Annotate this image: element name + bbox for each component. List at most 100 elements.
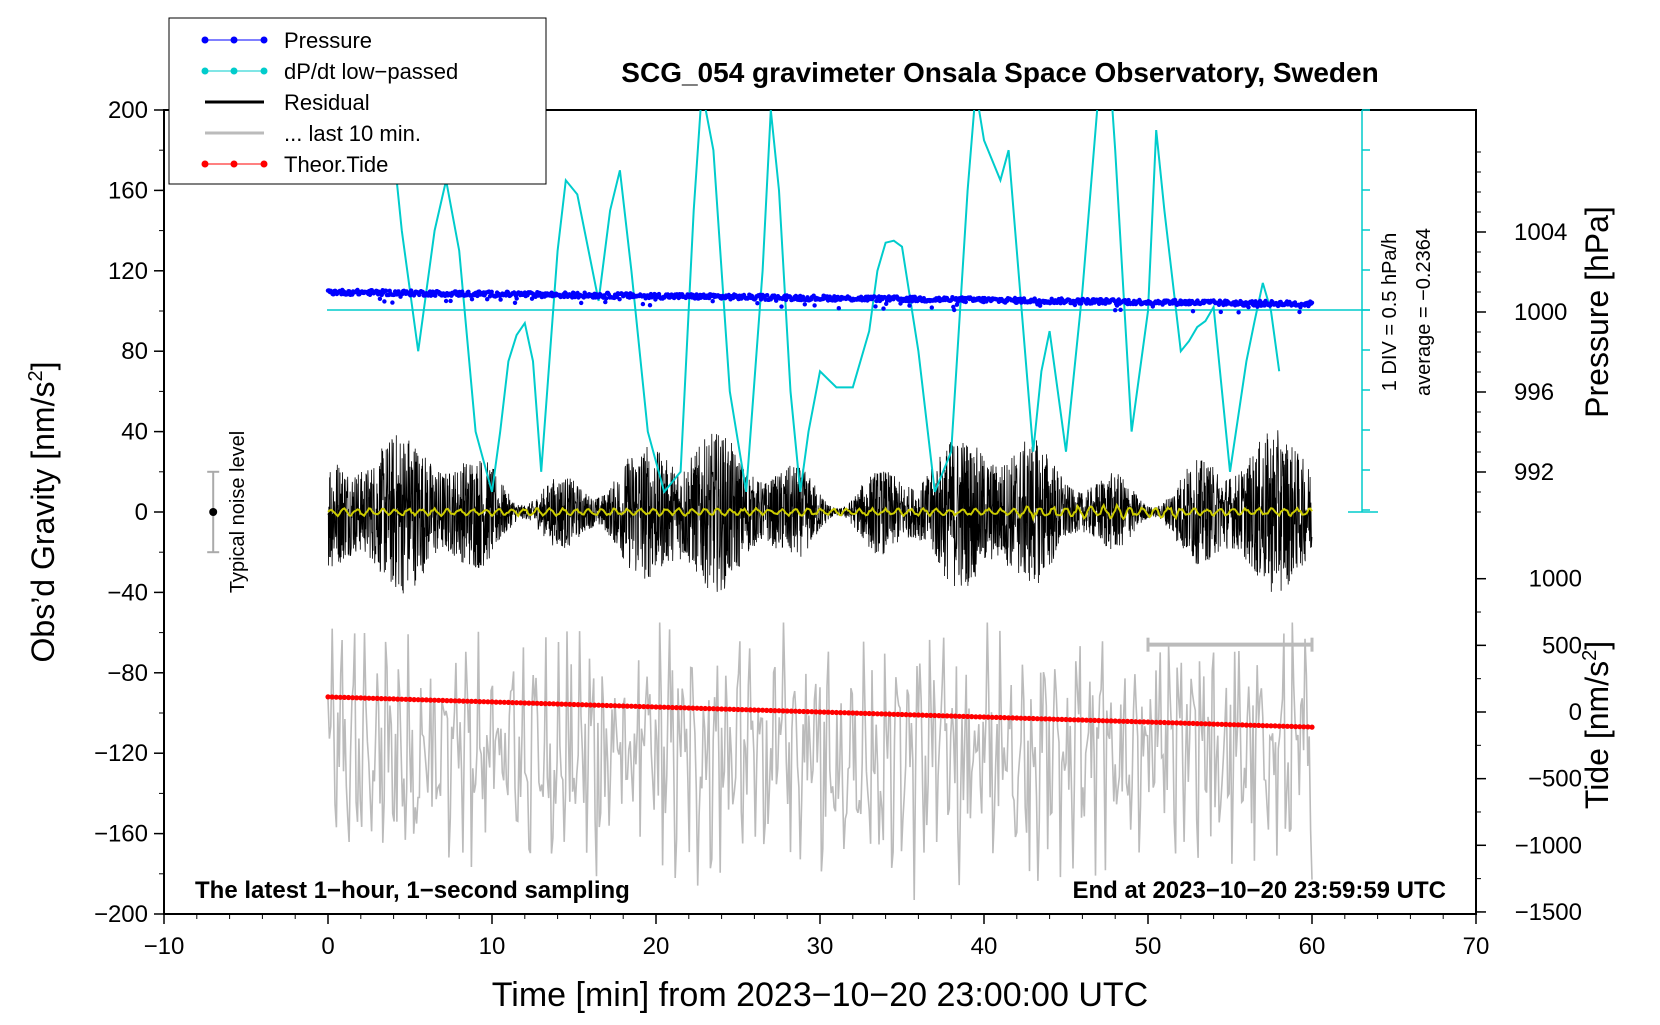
pressure-point <box>929 305 934 310</box>
y-tick-label: 0 <box>135 499 148 526</box>
x-tick-label: 60 <box>1299 933 1326 960</box>
y-axis-tide-label: Tide [nm/s2] <box>1579 641 1615 809</box>
pressure-point <box>952 307 957 313</box>
pressure-tick-label: 1000 <box>1514 299 1567 326</box>
pressure-point <box>647 303 653 308</box>
lowpassed-line <box>327 502 1313 522</box>
pressure-point <box>755 301 760 306</box>
pressure-point <box>1297 309 1302 315</box>
chart-title: SCG_054 gravimeter Onsala Space Observat… <box>621 57 1378 88</box>
x-tick-label: 0 <box>321 933 334 960</box>
pressure-point <box>1079 301 1084 306</box>
pressure-point <box>836 306 841 311</box>
legend-dot-right-4 <box>260 160 268 168</box>
dpdt-average-label: average = −0.2364 <box>1413 228 1435 396</box>
tide-tick-label: 500 <box>1542 632 1582 659</box>
legend-dot-left-4 <box>201 160 209 168</box>
last10-line <box>327 622 1313 901</box>
pressure-point <box>1072 302 1078 308</box>
residual-series <box>327 430 1313 594</box>
pressure-point <box>1103 301 1108 306</box>
pressure-point <box>498 297 503 302</box>
y-tick-label: −80 <box>107 660 148 687</box>
residual-line <box>327 430 1313 594</box>
pressure-series <box>325 287 1315 315</box>
pressure-point <box>443 298 449 304</box>
legend-label-0: Pressure <box>284 28 372 53</box>
legend-label-4: Theor.Tide <box>284 152 388 177</box>
pressure-point <box>963 299 968 305</box>
y-tick-label: −120 <box>94 740 148 767</box>
x-tick-label: 50 <box>1135 933 1162 960</box>
pressure-point <box>377 296 383 301</box>
x-tick-label: 20 <box>643 933 670 960</box>
pressure-point <box>1118 307 1123 312</box>
pressure-point <box>433 293 438 298</box>
dpdt-scale-bar <box>1348 109 1378 513</box>
y-tick-label: −160 <box>94 821 148 848</box>
pressure-point <box>514 296 519 301</box>
y-tick-label: 160 <box>108 177 148 204</box>
legend-label-2: Residual <box>284 90 370 115</box>
pressure-point <box>579 300 584 306</box>
pressure-point <box>881 306 886 311</box>
pressure-tick-label: 996 <box>1514 379 1554 406</box>
end-time-annotation: End at 2023−10−20 23:59:59 UTC <box>1072 877 1446 904</box>
last10-range-marker <box>1146 637 1314 652</box>
lowpassed-residual-series <box>327 502 1313 522</box>
noise-level-label: Typical noise level <box>227 431 249 593</box>
x-tick-label: 40 <box>971 933 998 960</box>
legend-label-1: dP/dt low−passed <box>284 59 458 84</box>
pressure-point <box>1218 309 1224 315</box>
legend-dot-right-1 <box>260 67 268 75</box>
y-axis-tide: 1000 500 0 −500 −1000 −1500 <box>1476 566 1582 926</box>
pressure-point <box>382 299 387 304</box>
pressure-point <box>617 297 622 302</box>
legend-dot-left-1 <box>201 67 209 75</box>
pressure-point <box>812 303 817 308</box>
legend-dot-right-0 <box>260 36 268 44</box>
x-tick-label: 10 <box>479 933 506 960</box>
pressure-point <box>1190 309 1196 314</box>
tide-series <box>325 694 1315 730</box>
y-tick-label: 80 <box>121 338 148 365</box>
pressure-point <box>383 288 389 293</box>
tide-tick-label: −1500 <box>1515 899 1582 926</box>
dpdt-series <box>388 110 1281 495</box>
last10-series <box>327 622 1313 901</box>
pressure-point <box>710 299 715 304</box>
legend-dot-mid-1 <box>230 67 238 75</box>
pressure-point <box>1246 305 1251 310</box>
noise-bar-dot <box>209 508 218 516</box>
legend: Pressure dP/dt low−passed Residual ... last… <box>168 17 547 185</box>
x-tick-label: 30 <box>807 933 834 960</box>
pressure-point <box>779 304 784 309</box>
pressure-point <box>390 300 395 305</box>
legend-dot-mid-4 <box>230 160 238 168</box>
tide-tick-label: 1000 <box>1529 566 1582 593</box>
y-axis-gravity-label: Obs’d Gravity [nm/s2] <box>25 362 61 663</box>
pressure-point <box>489 289 494 294</box>
x-axis-label: Time [min] from 2023−10−20 23:00:00 UTC <box>492 976 1148 1014</box>
pressure-point <box>1172 297 1178 303</box>
pressure-point <box>907 303 912 308</box>
legend-dot-left-0 <box>201 36 209 44</box>
noise-level-bar <box>207 470 220 554</box>
pressure-point <box>774 298 779 303</box>
pressure-point <box>604 296 609 301</box>
pressure-point <box>448 298 453 304</box>
pressure-point <box>1236 310 1241 315</box>
tide-line <box>327 695 1313 729</box>
x-axis: −10 0 10 20 30 40 50 60 70 <box>144 914 1489 960</box>
y-tick-label: 120 <box>108 258 148 285</box>
sampling-annotation: The latest 1−hour, 1−second sampling <box>195 877 630 904</box>
tide-tick-label: −500 <box>1528 766 1582 793</box>
pressure-point <box>1021 296 1027 301</box>
pressure-point <box>1113 308 1118 313</box>
y-axis-gravity: 200 160 120 80 40 0 −40 −80 −120 −160 −200 <box>94 97 164 928</box>
y-axis-pressure-label: Pressure [hPa] <box>1579 206 1615 418</box>
y-axis-pressure: 1004 1000 996 992 <box>1476 151 1567 513</box>
tide-tick-label: 0 <box>1569 699 1582 726</box>
